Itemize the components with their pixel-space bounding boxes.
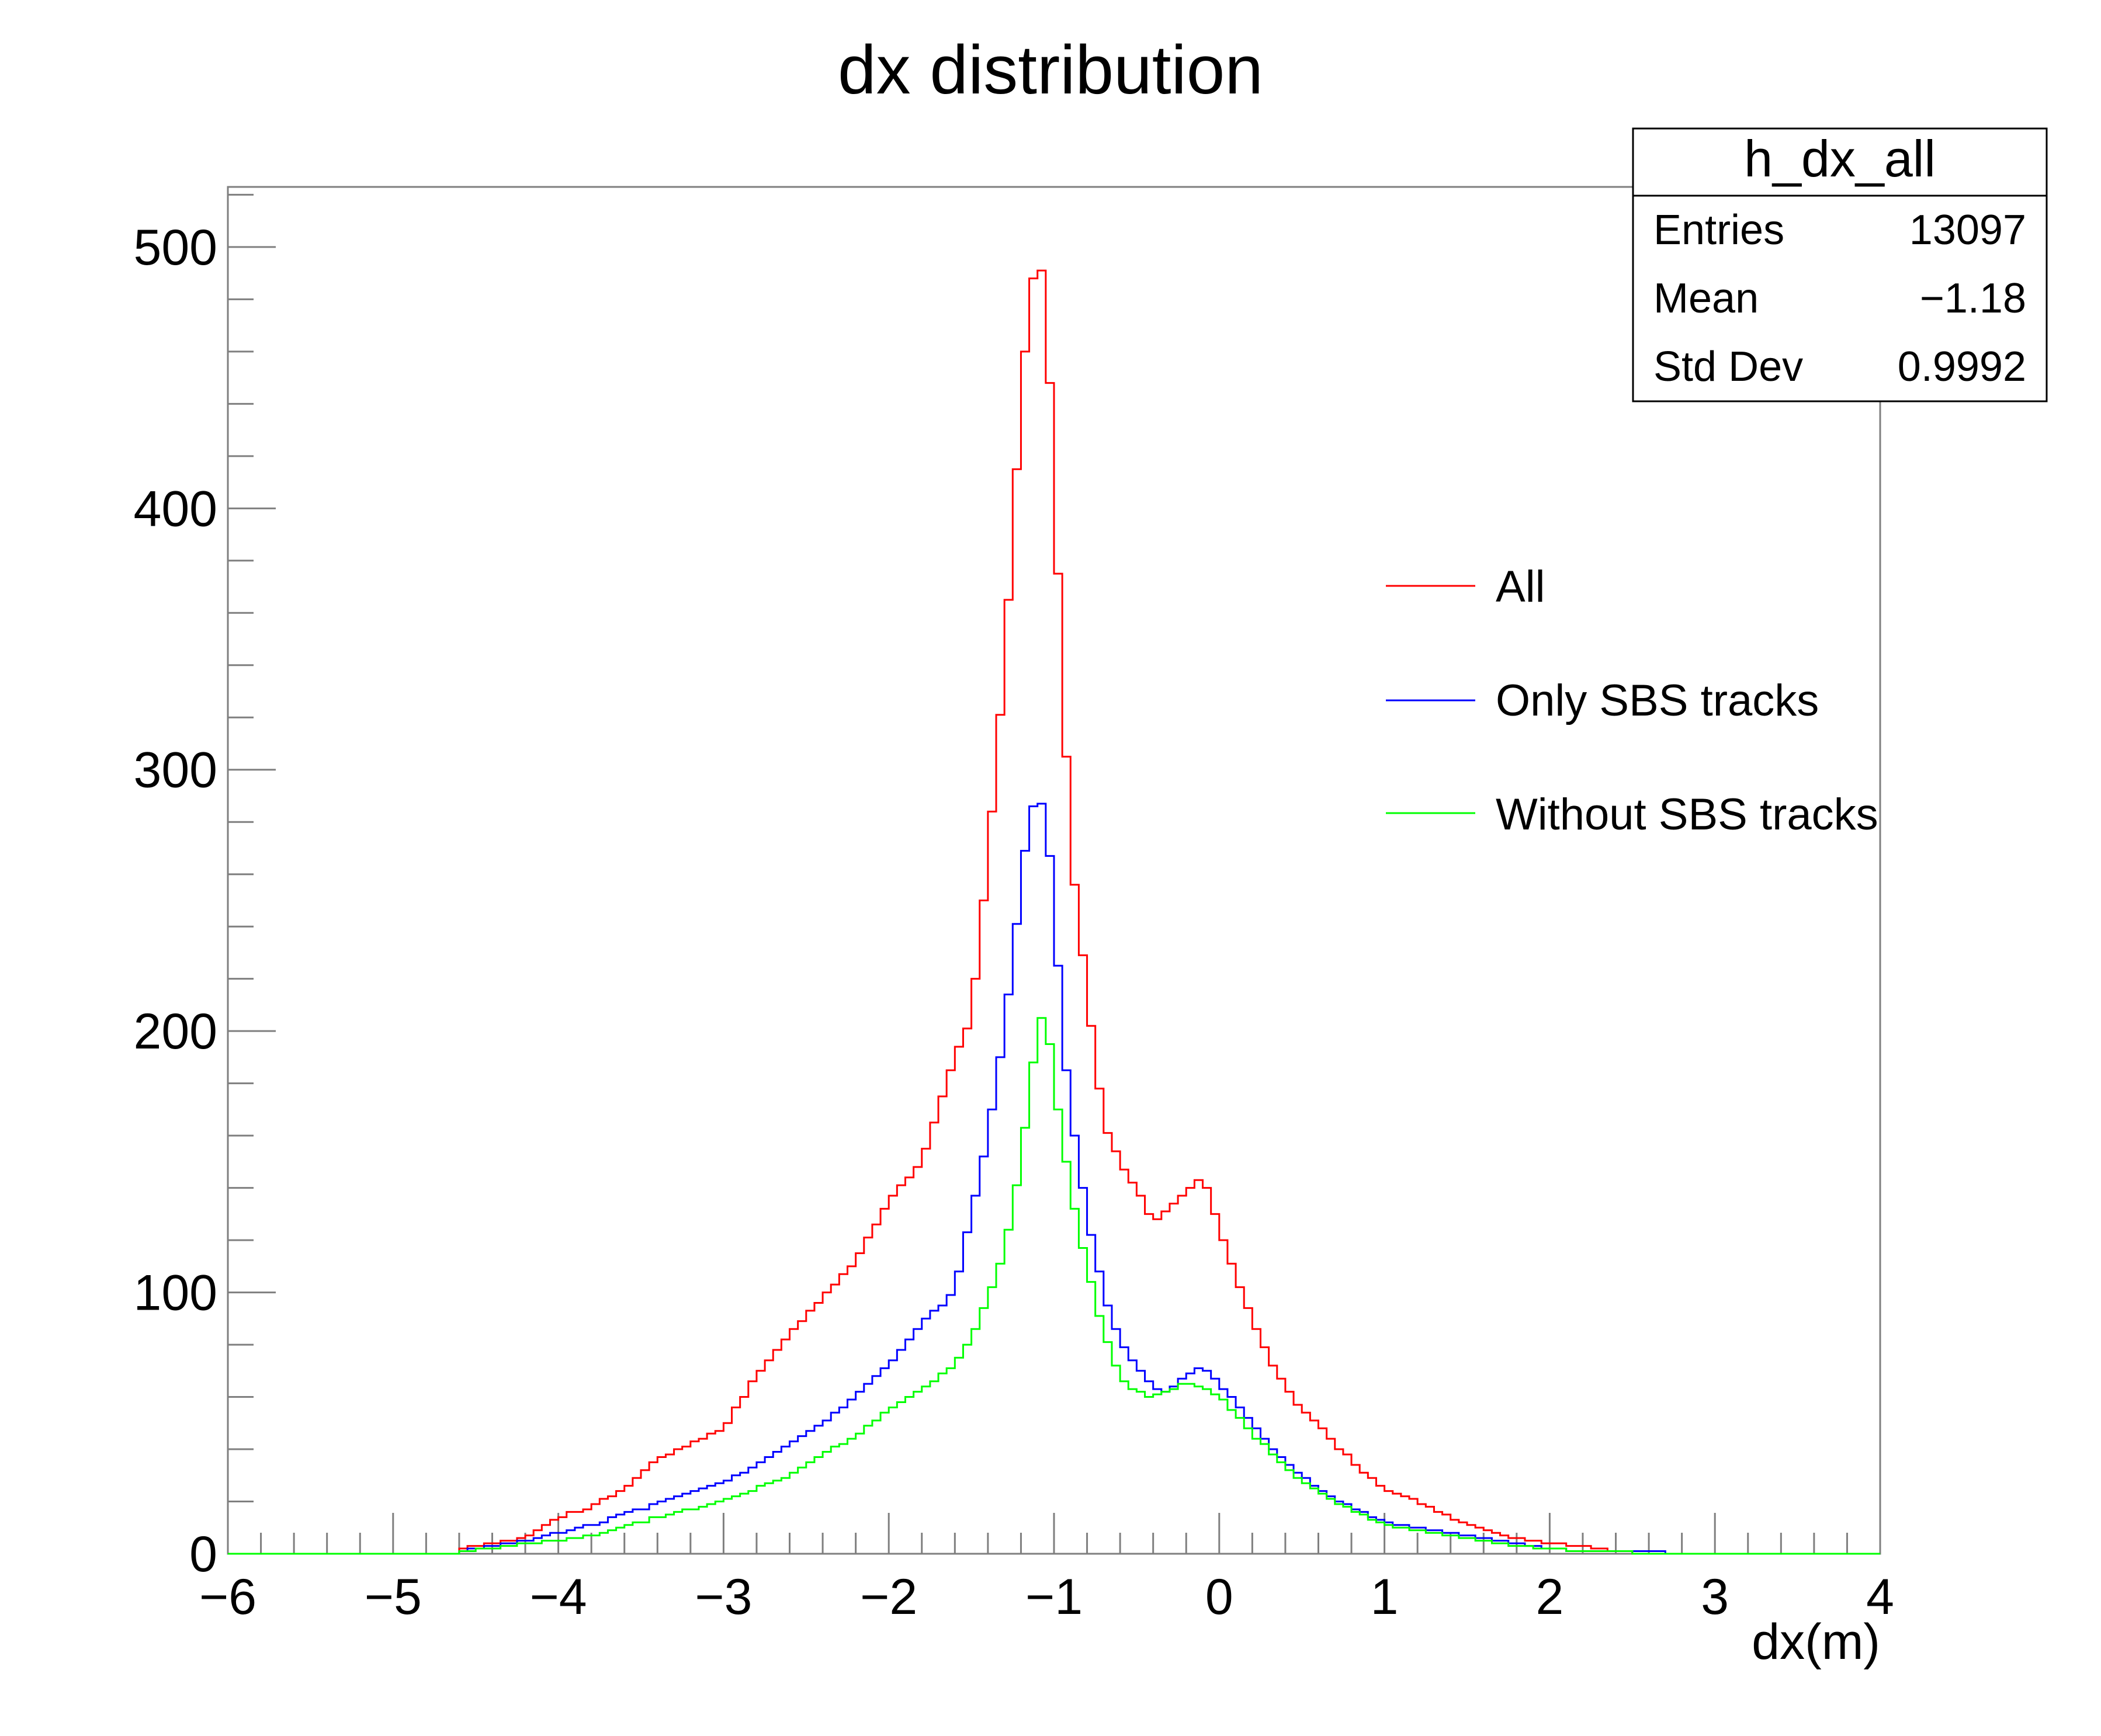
x-tick-label: −2: [860, 1569, 917, 1625]
x-tick-label: −5: [365, 1569, 422, 1625]
y-axis: 0 100 200 300 400 500: [134, 187, 276, 1582]
x-tick-label: −1: [1025, 1569, 1083, 1625]
stats-value-std-dev: 0.9992: [1898, 343, 2026, 390]
series-all: [228, 269, 1880, 1555]
chart-title: dx distribution: [838, 32, 1263, 109]
stats-box-name: h_dx_all: [1744, 130, 1936, 188]
y-tick-label: 500: [134, 220, 218, 276]
series-only-sbs-tracks: [228, 803, 1880, 1555]
x-tick-label: 0: [1205, 1569, 1233, 1625]
x-tick-label: −4: [530, 1569, 587, 1625]
y-tick-label: 400: [134, 481, 218, 537]
x-tick-label: −6: [199, 1569, 256, 1625]
y-tick-label: 0: [189, 1526, 217, 1582]
stats-value-mean: −1.18: [1920, 275, 2026, 322]
stats-label-entries: Entries: [1653, 207, 1784, 254]
series-without-sbs-tracks: [228, 1017, 1880, 1555]
stats-label-std-dev: Std Dev: [1653, 343, 1803, 390]
y-tick-label: 100: [134, 1265, 218, 1321]
histogram-series: [228, 269, 1880, 1555]
stats-value-entries: 13097: [1909, 207, 2026, 254]
legend-label-without-sbs-tracks: Without SBS tracks: [1496, 790, 1878, 839]
legend-label-only-sbs-tracks: Only SBS tracks: [1496, 676, 1819, 725]
x-tick-label: −3: [695, 1569, 752, 1625]
x-tick-label: 4: [1866, 1569, 1894, 1625]
x-tick-label: 3: [1701, 1569, 1729, 1625]
x-tick-label: 1: [1371, 1569, 1399, 1625]
y-tick-label: 300: [134, 742, 218, 798]
x-tick-label: 2: [1535, 1569, 1563, 1625]
stats-label-mean: Mean: [1653, 275, 1759, 322]
legend: All Only SBS tracks Without SBS tracks: [1386, 562, 1878, 839]
stats-box-frame: [1632, 127, 2048, 402]
x-axis-label: dx(m): [1752, 1614, 1880, 1670]
x-axis: −6 −5 −4 −3 −2 −1 0 1 2 3 4: [199, 1513, 1894, 1625]
y-tick-label: 200: [134, 1004, 218, 1060]
stats-box: h_dx_all Entries 13097 Mean −1.18 Std De…: [1632, 127, 2048, 402]
legend-label-all: All: [1496, 562, 1545, 612]
